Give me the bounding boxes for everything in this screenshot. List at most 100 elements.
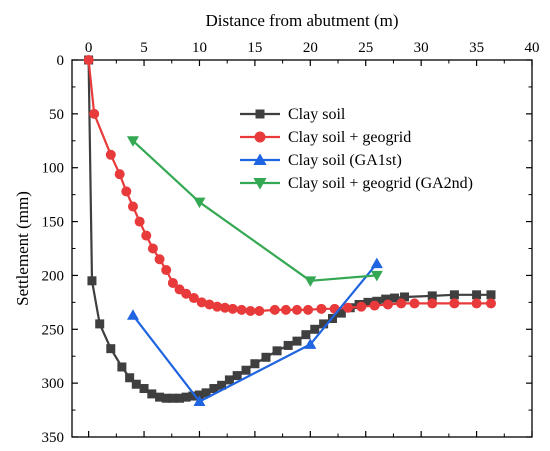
legend-item-2: Clay soil + geogrid [240,129,411,146]
data-point [227,303,238,314]
data-point [126,309,139,320]
data-point [292,336,302,346]
data-point [193,197,206,209]
data-point [250,359,260,369]
y-tick-label: 100 [42,161,65,177]
data-point [381,294,391,304]
data-point [168,393,178,403]
data-point [280,304,291,315]
data-point [155,392,165,402]
data-point [363,297,373,307]
data-point [217,380,227,390]
legend-label: Clay soil [288,106,346,123]
data-point [154,254,165,265]
legend-item-3: Clay soil (GA1st) [240,152,402,169]
series-line [132,139,377,282]
data-point [449,298,460,309]
y-tick-label: 0 [57,53,65,69]
x-tick-label: 0 [85,40,93,56]
series-line [132,262,378,403]
data-point [147,389,157,399]
data-point [95,319,105,329]
y-axis-title: Settlement (mm) [13,191,32,306]
data-point [224,375,234,385]
data-point [181,392,191,402]
data-point [232,371,242,381]
x-axis-title: Distance from abutment (m) [205,11,398,30]
data-point [141,230,152,241]
legend-marker [253,178,267,190]
data-point [194,390,204,400]
data-point [303,304,314,315]
data-point [201,388,211,398]
data-point [485,298,496,309]
data-point [193,395,206,406]
data-point [161,265,172,276]
y-tick-label: 150 [42,215,65,231]
data-point [472,290,482,300]
data-point [121,186,132,197]
legend-marker [253,153,267,165]
legend-label: Clay soil (GA1st) [288,152,402,169]
series-2 [83,55,496,316]
data-point [106,344,116,354]
data-point [356,301,367,312]
data-point [301,330,311,340]
y-tick-label: 50 [49,107,64,123]
data-point [304,276,317,287]
data-point [370,270,383,282]
data-point [427,298,438,309]
data-point [292,304,303,315]
legend-marker [255,109,265,119]
data-point [369,300,380,311]
data-point [126,136,139,147]
data-point [139,384,149,394]
data-point [83,55,94,65]
data-point [316,303,327,314]
data-point [114,169,125,180]
data-point [336,308,346,318]
data-point [167,277,178,288]
data-point [212,301,223,312]
legend-label: Clay soil + geogrid [288,129,411,146]
y-tick-label: 350 [42,430,65,446]
data-point [486,290,496,300]
data-point [370,257,383,269]
data-point [396,298,407,309]
x-tick-label: 10 [192,40,207,56]
data-point [161,393,171,403]
plot-area: 0 5 10 15 20 25 30 35 40 0 50 100 150 200 250 300 350 [42,40,540,446]
data-point [209,384,219,394]
x-tick-label: 20 [303,40,318,56]
legend-item-1: Clay soil [240,106,346,123]
data-point [382,299,393,310]
data-point [125,373,135,383]
data-point [304,338,317,349]
data-point [449,290,459,300]
data-point [204,299,215,310]
y-tick-label: 250 [42,322,65,338]
x-tick-label: 25 [358,40,373,56]
x-tick-label: 40 [525,40,540,56]
data-point [127,201,138,212]
x-tick-label: 15 [247,40,262,56]
legend-label: Clay soil + geogrid (GA2nd) [288,175,473,192]
data-point [134,216,145,227]
series-3 [126,257,383,406]
data-point [236,304,247,315]
series-4 [126,136,383,287]
data-point [245,305,256,316]
data-point [147,243,158,254]
legend: Clay soil Clay soil + geogrid Clay soil (G… [240,106,473,192]
data-point [400,292,410,302]
data-point [175,393,185,403]
data-point [319,319,329,329]
legend-marker [254,131,266,143]
data-point [261,352,271,362]
data-point [188,293,199,304]
data-point [89,108,100,119]
data-point [390,293,400,303]
y-tick-label: 300 [42,376,65,392]
data-point [471,298,482,309]
